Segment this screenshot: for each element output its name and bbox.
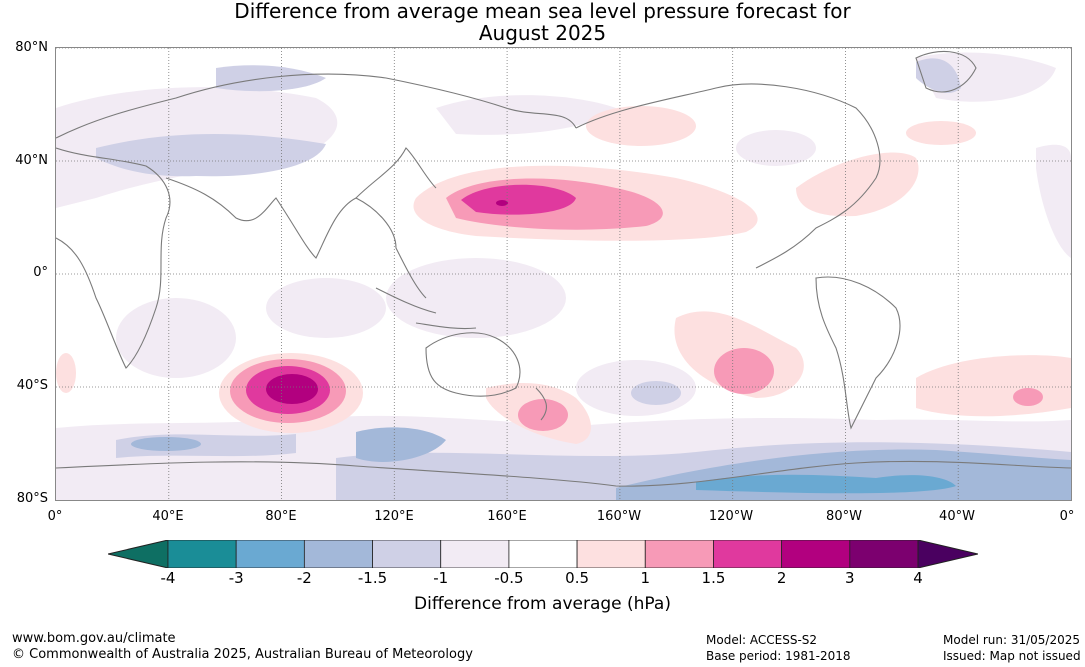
anomaly-shading: [56, 52, 1071, 500]
colorbar-swatch: [644, 540, 714, 568]
colorbar-swatch: [167, 540, 237, 568]
colorbar-tick-label: -2: [296, 569, 312, 587]
colorbar-tick-label: 1.5: [701, 569, 726, 587]
footer-website[interactable]: www.bom.gov.au/climate: [12, 631, 176, 646]
colorbar-tick-label: -3: [228, 569, 244, 587]
map-title: Difference from average mean sea level p…: [0, 0, 1085, 44]
footer-copyright: © Commonwealth of Australia 2025, Austra…: [12, 647, 473, 662]
colorbar-tick-label: -1.5: [357, 569, 388, 587]
colorbar-swatch: [372, 540, 442, 568]
lon-label-80w: 80°W: [826, 509, 862, 524]
lon-label-160w: 160°W: [596, 509, 642, 524]
colorbar-title: Difference from average (hPa): [414, 594, 671, 614]
colorbar-swatch: [849, 540, 919, 568]
title-line-1: Difference from average mean sea level p…: [234, 0, 851, 23]
lon-label-120w: 120°W: [708, 509, 754, 524]
lon-label-40e: 40°E: [152, 509, 184, 524]
lon-label-120e: 120°E: [374, 509, 414, 524]
colorbar-swatch: [781, 540, 851, 568]
lon-label-0-left: 0°: [47, 509, 63, 524]
coastlines: [56, 50, 1071, 487]
lon-label-160e: 160°E: [487, 509, 527, 524]
colorbar-swatch: [713, 540, 783, 568]
colorbar-swatch: [576, 540, 646, 568]
colorbar-swatch: [303, 540, 373, 568]
lon-label-40w: 40°W: [939, 509, 975, 524]
colorbar-extend-low: [108, 540, 169, 568]
colorbar-tick-label: 1: [640, 569, 651, 587]
colorbar-swatch: [235, 540, 305, 568]
footer-base-period: Base period: 1981-2018: [706, 649, 851, 663]
title-line-2: August 2025: [478, 21, 607, 45]
colorbar-tick-label: -0.5: [494, 569, 524, 587]
pressure-anomaly-map[interactable]: [55, 47, 1072, 501]
footer-model-run: Model run: 31/05/2025: [943, 633, 1081, 647]
map-canvas: [56, 48, 1071, 500]
colorbar-tick-label: 0.5: [565, 569, 590, 587]
colorbar-swatch: [508, 540, 578, 568]
footer-issued: Issued: Map not issued: [943, 649, 1081, 663]
colorbar-tick-label: 2: [776, 569, 787, 587]
colorbar-tick-label: -1: [433, 569, 449, 587]
colorbar-tick-label: 4: [913, 569, 923, 587]
colorbar-swatch: [440, 540, 510, 568]
lon-label-0-right: 0°: [1059, 509, 1075, 524]
footer-model: Model: ACCESS-S2: [706, 633, 818, 647]
lat-label-80s: 80°S: [16, 491, 48, 506]
colorbar-extend-high: [917, 540, 978, 568]
lat-label-equator: 0°: [33, 265, 48, 280]
lat-label-40n: 40°N: [15, 153, 48, 168]
colorbar-tick-label: -4: [160, 569, 176, 587]
lon-label-80e: 80°E: [265, 509, 297, 524]
lat-label-80n: 80°N: [15, 40, 48, 55]
colorbar-tick-label: 3: [845, 569, 855, 587]
lat-label-40s: 40°S: [16, 378, 48, 393]
graticule: [56, 48, 1071, 500]
colorbar-legend: [108, 540, 978, 568]
